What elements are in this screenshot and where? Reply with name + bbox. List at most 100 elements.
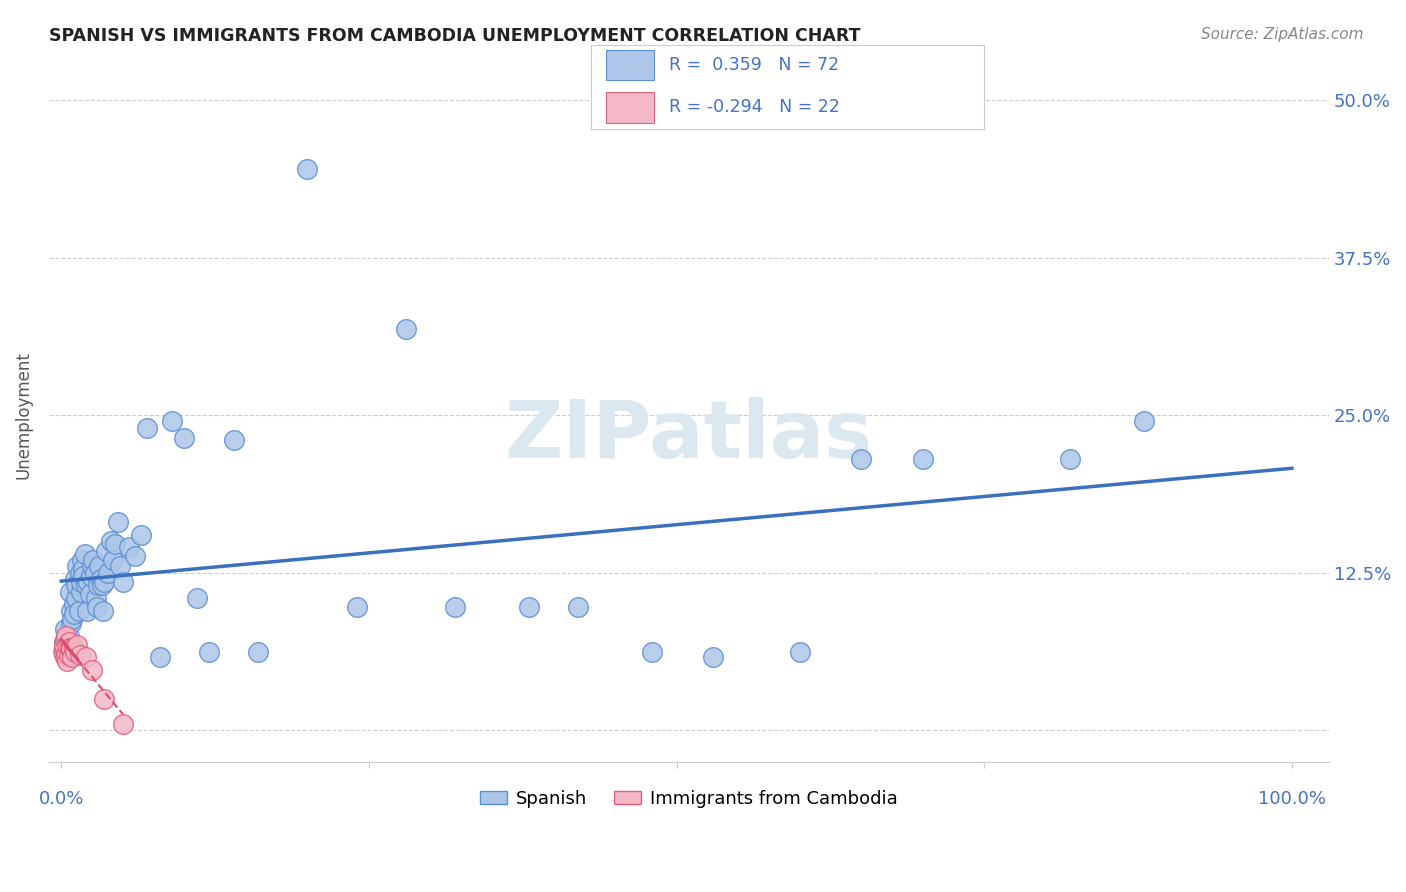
Point	[65, 591, 87, 605]
Text: Source: ZipAtlas.com: Source: ZipAtlas.com	[1201, 27, 1364, 42]
Point	[58, 648, 80, 662]
Point	[100, 534, 122, 549]
Point	[75, 650, 97, 665]
Point	[111, 717, 134, 731]
Point	[517, 599, 540, 614]
Point	[67, 603, 90, 617]
Point	[641, 645, 664, 659]
Legend: Spanish, Immigrants from Cambodia: Spanish, Immigrants from Cambodia	[472, 782, 905, 815]
Point	[129, 528, 152, 542]
Point	[1133, 414, 1156, 428]
Text: R =  0.359   N = 72: R = 0.359 N = 72	[669, 56, 839, 74]
Point	[63, 572, 86, 586]
Point	[93, 574, 115, 589]
Point	[110, 559, 132, 574]
Point	[60, 612, 83, 626]
Point	[52, 635, 75, 649]
Point	[52, 638, 75, 652]
Point	[91, 603, 114, 617]
Text: 0.0%: 0.0%	[38, 789, 84, 807]
Point	[111, 574, 134, 589]
Point	[297, 162, 319, 177]
Point	[76, 603, 98, 617]
Point	[60, 603, 83, 617]
Point	[160, 414, 183, 428]
Point	[444, 599, 467, 614]
Point	[1059, 452, 1081, 467]
Point	[60, 650, 83, 665]
Point	[51, 645, 73, 659]
Point	[198, 645, 221, 659]
Point	[53, 650, 76, 665]
Point	[75, 578, 97, 592]
Point	[56, 654, 79, 668]
Point	[79, 587, 101, 601]
Point	[69, 648, 91, 662]
Point	[52, 641, 75, 656]
Point	[56, 638, 79, 652]
Point	[395, 322, 418, 336]
Point	[77, 574, 100, 589]
Point	[58, 635, 80, 649]
Point	[87, 578, 110, 592]
Point	[80, 569, 103, 583]
Point	[62, 607, 84, 622]
Point	[90, 578, 112, 592]
Point	[56, 638, 79, 652]
Point	[173, 431, 195, 445]
Point	[93, 691, 115, 706]
Point	[83, 566, 105, 580]
Point	[66, 559, 89, 574]
Point	[60, 641, 83, 656]
Point	[789, 645, 811, 659]
Point	[911, 452, 934, 467]
Y-axis label: Unemployment: Unemployment	[15, 351, 32, 479]
Text: R = -0.294   N = 22: R = -0.294 N = 22	[669, 98, 841, 116]
Text: 100.0%: 100.0%	[1258, 789, 1326, 807]
Point	[58, 629, 80, 643]
Point	[80, 663, 103, 677]
Point	[124, 549, 146, 564]
Point	[55, 648, 77, 662]
FancyBboxPatch shape	[606, 50, 654, 80]
Point	[89, 559, 111, 574]
Point	[247, 645, 270, 659]
Point	[60, 616, 83, 631]
Point	[53, 623, 76, 637]
Point	[90, 572, 112, 586]
Text: SPANISH VS IMMIGRANTS FROM CAMBODIA UNEMPLOYMENT CORRELATION CHART: SPANISH VS IMMIGRANTS FROM CAMBODIA UNEM…	[49, 27, 860, 45]
Point	[84, 591, 107, 605]
Point	[118, 541, 141, 555]
Point	[94, 544, 117, 558]
Point	[73, 547, 96, 561]
Point	[149, 650, 172, 665]
Point	[72, 569, 94, 583]
Point	[186, 591, 208, 605]
Point	[66, 638, 89, 652]
Point	[63, 645, 86, 659]
Point	[55, 629, 77, 643]
Point	[72, 562, 94, 576]
Point	[849, 452, 872, 467]
Point	[136, 421, 159, 435]
Point	[80, 559, 103, 574]
Point	[107, 516, 129, 530]
Point	[62, 641, 84, 656]
Point	[222, 434, 245, 448]
FancyBboxPatch shape	[606, 92, 654, 122]
Point	[702, 650, 724, 665]
Point	[82, 553, 104, 567]
Point	[55, 641, 77, 656]
Point	[70, 553, 93, 567]
Point	[59, 641, 82, 656]
Point	[53, 632, 76, 647]
Point	[346, 599, 368, 614]
Point	[69, 566, 91, 580]
Point	[58, 645, 80, 659]
Point	[567, 599, 589, 614]
Point	[70, 574, 93, 589]
Point	[97, 566, 120, 580]
Point	[65, 578, 87, 592]
Point	[62, 597, 84, 611]
Point	[70, 584, 93, 599]
